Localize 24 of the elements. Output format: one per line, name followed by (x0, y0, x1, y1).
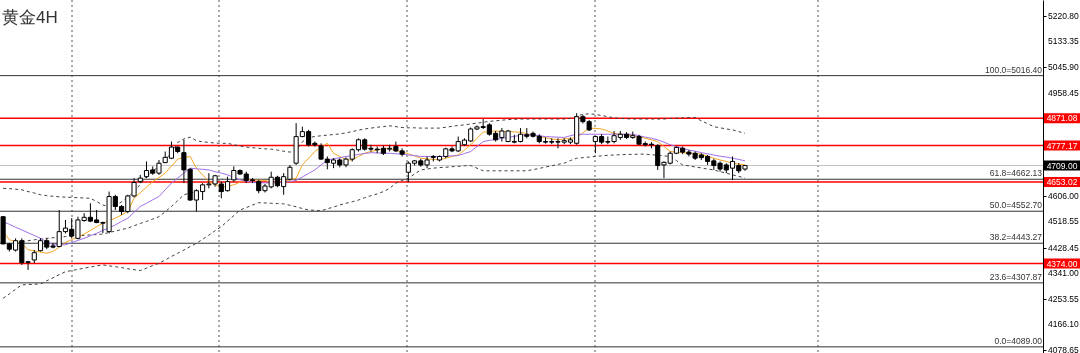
line-series (2, 113, 746, 207)
y-tick-label: 4078.65 (1048, 344, 1079, 353)
y-tick-label: 4166.10 (1048, 319, 1079, 330)
ref-line-label: 23.6=4307.87 (989, 271, 1043, 282)
y-tick-label: 4606.00 (1048, 190, 1079, 201)
y-tick-label: 5045.90 (1048, 62, 1079, 72)
ref-line-label: 4653.02 (1046, 176, 1078, 187)
ref-line-label: 61.8=4662.13 (989, 168, 1043, 179)
y-tick-label: 5133.35 (1048, 36, 1079, 47)
ref-line-label: 50.0=4552.70 (989, 200, 1043, 211)
ref-line-label: 0.0=4089.00 (994, 335, 1043, 346)
y-tick-label: 4341.00 (1048, 268, 1079, 279)
chart-title: 黄金4H (2, 8, 58, 27)
ref-line-label: 38.2=4443.27 (989, 232, 1043, 243)
y-tick-label: 4253.55 (1048, 293, 1079, 304)
ref-line-label: 4374.00 (1046, 258, 1078, 269)
y-tick-label: 5220.80 (1048, 10, 1079, 21)
ref-line-label: 4871.08 (1046, 113, 1078, 124)
ref-line-label: 4709.00 (1046, 160, 1078, 171)
y-tick-label: 4518.55 (1048, 216, 1079, 227)
ref-line-label: 4777.17 (1046, 140, 1078, 151)
y-tick-label: 4428.45 (1048, 242, 1079, 253)
y-tick-label: 4958.45 (1048, 87, 1079, 98)
ref-line-label: 100.0=5016.40 (985, 64, 1043, 75)
